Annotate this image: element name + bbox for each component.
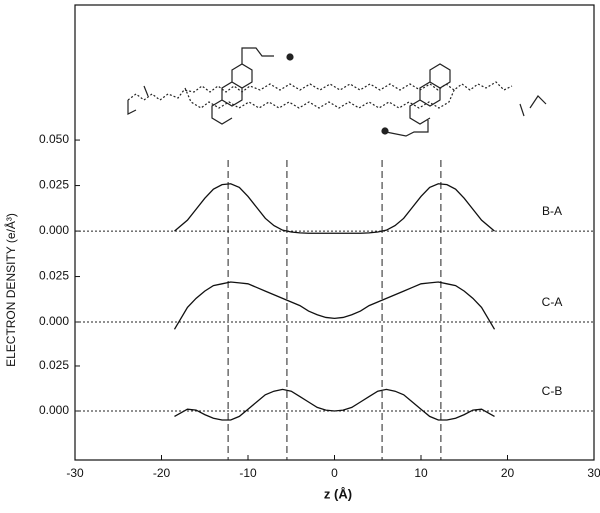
x-tick-label: -20 (153, 466, 171, 480)
y-tick-label: 0.025 (39, 178, 69, 192)
y-tick-label: 0.050 (39, 132, 69, 146)
x-tick-label: 10 (414, 466, 428, 480)
data-line (173, 281, 496, 330)
y-tick-label: 0.025 (39, 358, 69, 372)
y-tick-label: 0.000 (39, 403, 69, 417)
x-tick-label: 20 (501, 466, 515, 480)
molecule-sketch (127, 47, 547, 137)
y-tick-label: 0.000 (39, 223, 69, 237)
data-line (174, 183, 495, 234)
x-axis-title: z (Å) (324, 486, 352, 501)
plot-frame (74, 4, 595, 461)
y-axis-title: ELECTRON DENSITY (e/Å³) (3, 213, 18, 367)
data-line (174, 388, 495, 421)
series-label: C-B (542, 384, 563, 398)
y-tick-label: 0.000 (39, 314, 69, 328)
x-tick-label: -30 (66, 466, 84, 480)
y-tick-label: 0.025 (39, 269, 69, 283)
x-tick-label: 0 (331, 466, 338, 480)
series-label: B-A (542, 204, 562, 218)
x-tick-label: 30 (587, 466, 600, 480)
series-label: C-A (542, 295, 563, 309)
x-tick-label: -10 (239, 466, 257, 480)
